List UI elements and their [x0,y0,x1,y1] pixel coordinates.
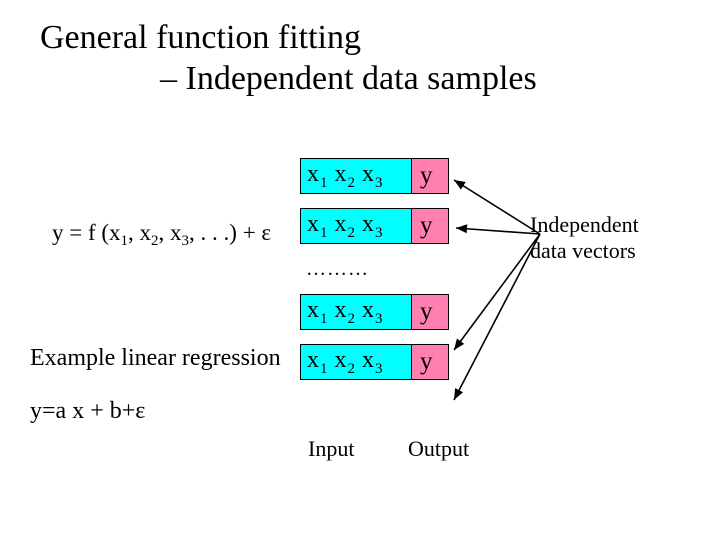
independent-label: Independent data vectors [530,212,639,265]
io-labels: Input Output [308,436,469,462]
output-cell: y [412,208,449,244]
linear-equation: y=a x + b+ε [30,398,145,425]
input-label: Input [308,436,408,462]
data-row: x1x2x3y [300,208,449,244]
output-cell: y [412,344,449,380]
output-cell: y [412,294,449,330]
data-row: x1x2x3y [300,344,449,380]
data-rows: x1x2x3yx1x2x3y………x1x2x3yx1x2x3y [300,158,449,394]
example-label: Example linear regression [30,345,281,372]
output-label: Output [408,436,469,462]
independent-line-2: data vectors [530,238,639,264]
title-line-1: General function fitting [40,18,680,59]
input-cell: x1x2x3 [300,294,412,330]
slide: General function fitting – Independent d… [0,0,720,540]
data-row: x1x2x3y [300,158,449,194]
input-cell: x1x2x3 [300,158,412,194]
independent-line-1: Independent [530,212,639,238]
input-cell: x1x2x3 [300,208,412,244]
title-line-2: – Independent data samples [40,59,680,100]
data-row: x1x2x3y [300,294,449,330]
output-cell: y [412,158,449,194]
model-formula: y = f (x1, x2, x3, . . .) + ε [52,220,271,246]
ellipsis-row: ……… [300,258,449,294]
input-cell: x1x2x3 [300,344,412,380]
slide-title: General function fitting – Independent d… [40,18,680,100]
